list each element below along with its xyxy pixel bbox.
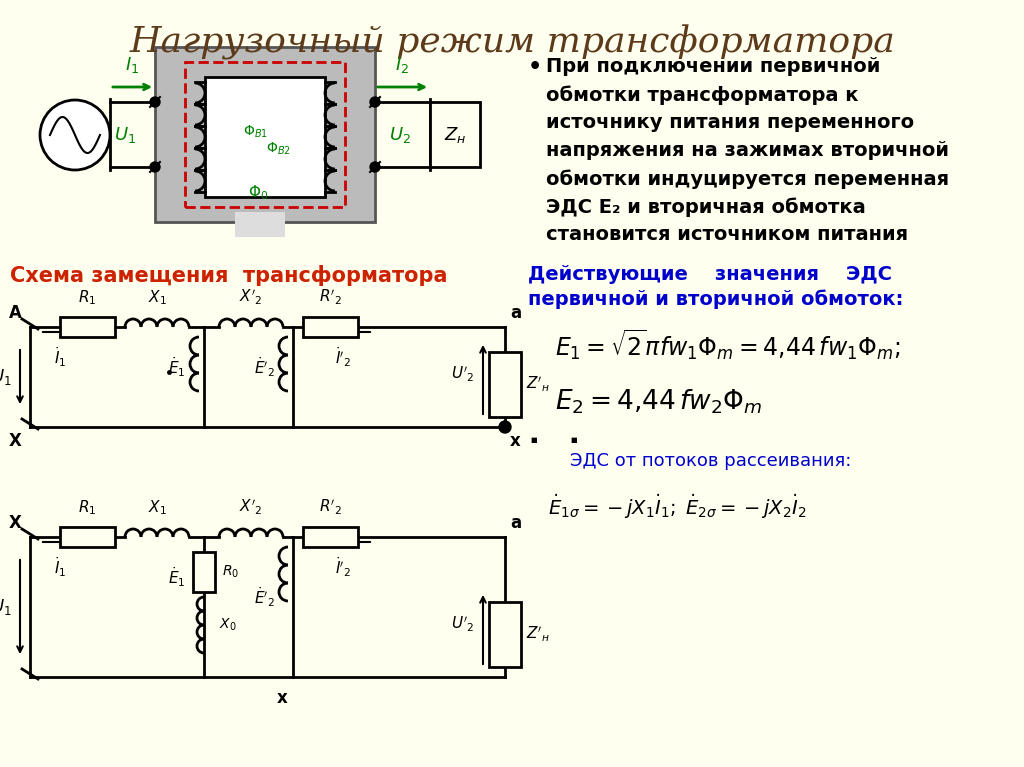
- Text: $X'_2$: $X'_2$: [240, 288, 263, 307]
- Text: $\Phi_{B1}$: $\Phi_{B1}$: [243, 123, 267, 140]
- Text: обмотки трансформатора к: обмотки трансформатора к: [546, 85, 858, 104]
- Text: $\dot{E}_{1\sigma} = -jX_1\dot{I}_1;\; \dot{E}_{2\sigma} = -jX_2\dot{I}_2$: $\dot{E}_{1\sigma} = -jX_1\dot{I}_1;\; \…: [548, 492, 807, 521]
- Text: становится источником питания: становится источником питания: [546, 225, 908, 244]
- Text: $X_1$: $X_1$: [147, 288, 167, 307]
- Text: $\dot{I}_1$: $\dot{I}_1$: [54, 345, 67, 369]
- Text: $X'_2$: $X'_2$: [240, 498, 263, 517]
- Text: $U'_2$: $U'_2$: [452, 365, 475, 384]
- Text: $Z'_н$: $Z'_н$: [526, 625, 550, 644]
- Text: $\dot{I}'_2$: $\dot{I}'_2$: [335, 555, 351, 578]
- Text: первичной и вторичной обмоток:: первичной и вторичной обмоток:: [528, 289, 903, 308]
- Bar: [60, 317, 115, 337]
- Text: $\dot{E}'_2$: $\dot{E}'_2$: [254, 355, 275, 379]
- Bar: [155, 47, 375, 222]
- Circle shape: [150, 162, 160, 172]
- Circle shape: [40, 100, 110, 170]
- Text: X: X: [9, 432, 22, 450]
- Bar: [489, 602, 521, 667]
- Text: ЭДС от потоков рассеивания:: ЭДС от потоков рассеивания:: [570, 452, 851, 470]
- Text: $U_2$: $U_2$: [389, 125, 411, 145]
- Text: $R'_2$: $R'_2$: [318, 288, 341, 307]
- Text: При подключении первичной: При подключении первичной: [546, 57, 881, 76]
- Text: $U_1$: $U_1$: [0, 367, 12, 387]
- Bar: [303, 317, 358, 337]
- Text: $X_0$: $X_0$: [219, 617, 237, 634]
- Circle shape: [499, 421, 511, 433]
- Text: Схема замещения  трансформатора: Схема замещения трансформатора: [10, 265, 447, 286]
- Circle shape: [150, 97, 160, 107]
- Text: $E_2 = 4{,}44\, f w_2 \Phi_m$: $E_2 = 4{,}44\, f w_2 \Phi_m$: [555, 387, 763, 416]
- Text: $R_1$: $R_1$: [78, 288, 96, 307]
- Text: $R'_2$: $R'_2$: [318, 498, 341, 517]
- Text: a: a: [510, 514, 521, 532]
- Bar: [205, 77, 325, 197]
- Text: $\dot{E}_1$: $\dot{E}_1$: [169, 355, 186, 379]
- Bar: [185, 62, 345, 207]
- Text: A: A: [9, 304, 22, 322]
- Text: напряжения на зажимах вторичной: напряжения на зажимах вторичной: [546, 141, 949, 160]
- Bar: [60, 527, 115, 547]
- Bar: [234, 212, 285, 237]
- Text: $\dot{E}'_2$: $\dot{E}'_2$: [254, 585, 275, 609]
- Text: $Z'_н$: $Z'_н$: [526, 375, 550, 394]
- Text: a: a: [510, 304, 521, 322]
- Text: $U_1$: $U_1$: [0, 597, 12, 617]
- Text: $\dot{E}_1$: $\dot{E}_1$: [169, 565, 186, 589]
- Text: •: •: [528, 57, 543, 77]
- Text: $\Phi_{B2}$: $\Phi_{B2}$: [265, 141, 291, 157]
- Text: $\Phi_0$: $\Phi_0$: [248, 183, 268, 202]
- Text: ■: ■: [530, 437, 537, 443]
- Bar: [193, 552, 215, 592]
- Text: Нагрузочный режим трансформатора: Нагрузочный режим трансформатора: [129, 25, 895, 61]
- Text: источнику питания переменного: источнику питания переменного: [546, 113, 914, 132]
- Text: x: x: [276, 689, 288, 707]
- Text: $U_1$: $U_1$: [114, 125, 136, 145]
- Text: $Z_н$: $Z_н$: [443, 125, 466, 145]
- Text: x: x: [510, 432, 521, 450]
- Text: $I_2$: $I_2$: [395, 55, 409, 75]
- Circle shape: [370, 97, 380, 107]
- Text: X: X: [9, 514, 22, 532]
- Text: $\dot{I}'_2$: $\dot{I}'_2$: [335, 345, 351, 369]
- Text: ЭДС Е₂ и вторичная обмотка: ЭДС Е₂ и вторичная обмотка: [546, 197, 865, 216]
- Text: обмотки индуцируется переменная: обмотки индуцируется переменная: [546, 169, 949, 189]
- Bar: [303, 527, 358, 547]
- Text: $I_1$: $I_1$: [125, 55, 139, 75]
- Text: $U'_2$: $U'_2$: [452, 615, 475, 634]
- Text: Действующие    значения    ЭДС: Действующие значения ЭДС: [528, 265, 892, 284]
- Bar: [430, 102, 480, 167]
- Text: $R_0$: $R_0$: [222, 564, 240, 580]
- Bar: [489, 352, 521, 417]
- Text: $R_1$: $R_1$: [78, 499, 96, 517]
- Text: $\dot{I}_1$: $\dot{I}_1$: [54, 555, 67, 578]
- Text: ■: ■: [570, 437, 577, 443]
- Text: $X_1$: $X_1$: [147, 499, 167, 517]
- Text: $E_1 = \sqrt{2}\pi f w_1 \Phi_m = 4{,}44\, f w_1 \Phi_m;$: $E_1 = \sqrt{2}\pi f w_1 \Phi_m = 4{,}44…: [555, 327, 901, 361]
- Circle shape: [370, 162, 380, 172]
